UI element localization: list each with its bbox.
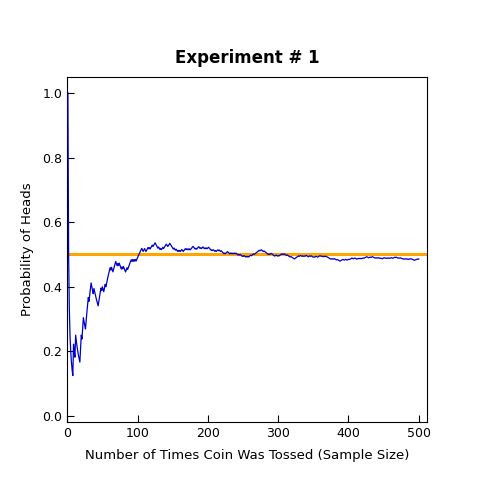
Title: Experiment # 1: Experiment # 1 bbox=[175, 49, 320, 67]
X-axis label: Number of Times Coin Was Tossed (Sample Size): Number of Times Coin Was Tossed (Sample … bbox=[85, 449, 409, 462]
Y-axis label: Probability of Heads: Probability of Heads bbox=[21, 183, 34, 316]
